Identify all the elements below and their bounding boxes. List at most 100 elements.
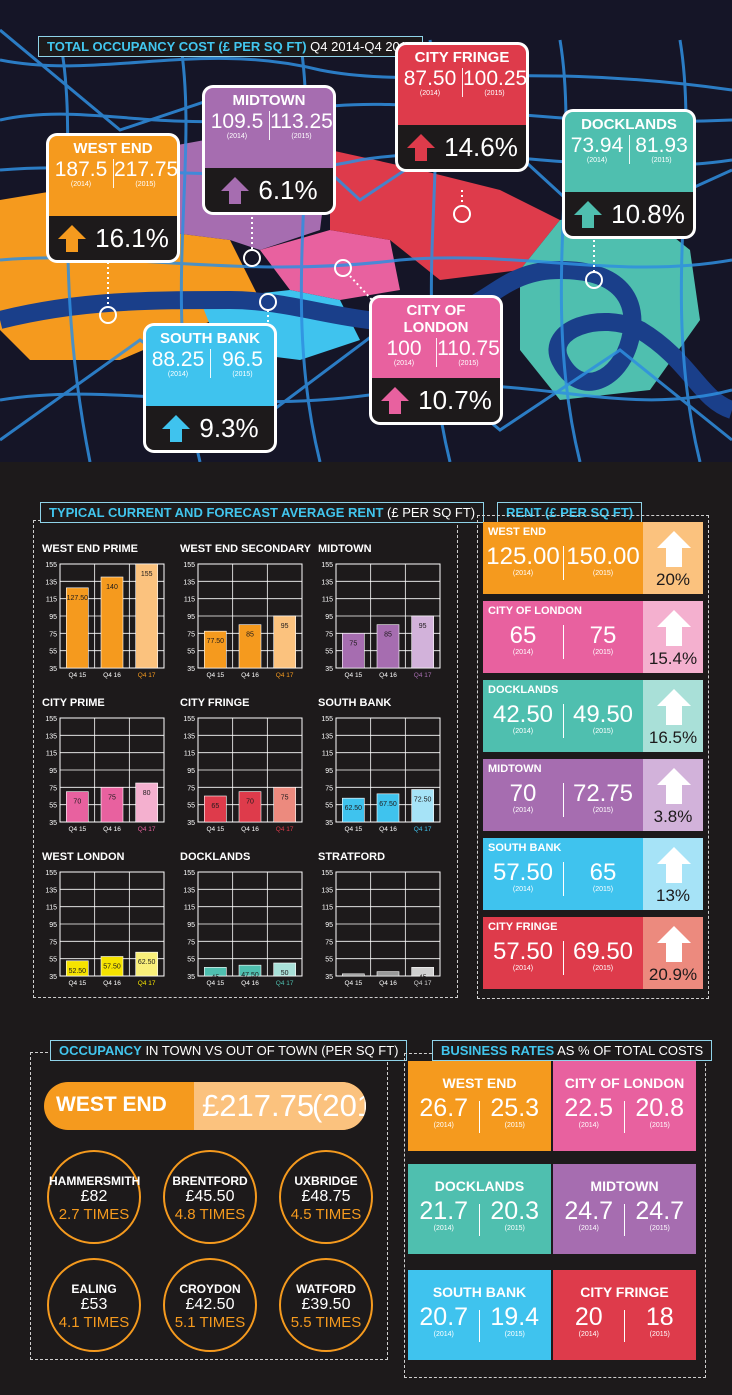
rent-row-west-end: WEST END 125.00 (2014) 150.00 (2015) 20% — [483, 522, 703, 594]
chart-title: WEST END SECONDARY — [180, 543, 312, 555]
rent-2015: 65 (2015) — [563, 860, 643, 894]
rent-year: (2015) — [592, 965, 614, 972]
x-tick-label: Q4 16 — [379, 672, 397, 679]
y-tick-label: 95 — [49, 922, 57, 929]
x-tick-label: Q4 15 — [344, 672, 362, 679]
business-rate-city-of-london: CITY OF LONDON 22.5 (2014) 20.8 (2015) — [553, 1061, 696, 1151]
occupancy-title: OCCUPANCY IN TOWN VS OUT OF TOWN (PER SQ… — [50, 1040, 408, 1061]
bar-q4-16 — [376, 624, 400, 669]
bar-data-label: 62.50 — [345, 805, 363, 812]
x-tick-label: Q4 16 — [103, 980, 121, 987]
map-card-south-bank: SOUTH BANK 88.25 (2014) 96.5 (2015) 9.3% — [146, 326, 274, 450]
bar-q4-17 — [411, 789, 434, 823]
value-2015: 217.75 (2015) — [113, 159, 177, 188]
value-2015: 81.93 (2015) — [629, 135, 693, 164]
bar-data-label: 72.50 — [414, 797, 432, 804]
card-header: DOCKLANDS 73.94 (2014) 81.93 (2015) — [565, 112, 693, 192]
y-tick-label: 55 — [49, 649, 57, 656]
value-year: (2015) — [291, 133, 312, 140]
change-percent: 6.1% — [258, 174, 318, 205]
banner-value: £217.75 — [202, 1088, 315, 1123]
bar-q4-16 — [238, 964, 262, 977]
up-arrow-icon — [162, 415, 191, 442]
rent-2015: 75 (2015) — [563, 623, 643, 657]
y-tick-label: 35 — [187, 820, 195, 827]
y-tick-label: 115 — [322, 597, 333, 604]
bar-chart-west-london: WEST LONDON 35 55 75 95 115 135 155 52.50 Q4 15 57… — [42, 851, 165, 987]
rent-2015: 49.50 (2015) — [563, 702, 643, 736]
location-value: £82 — [80, 1188, 108, 1205]
value-2014: 187.5 (2014) — [49, 159, 113, 189]
up-arrow-icon — [657, 531, 691, 567]
x-tick-label: Q4 15 — [206, 672, 224, 679]
bar-q4-16 — [100, 787, 124, 823]
y-tick-label: 35 — [49, 820, 57, 827]
value-year: (2014) — [70, 181, 92, 188]
bar-q4-16 — [100, 956, 124, 977]
x-tick-label: Q4 17 — [414, 672, 432, 679]
divider — [479, 1101, 480, 1133]
divider — [479, 1204, 480, 1236]
y-tick-label: 135 — [183, 579, 195, 586]
y-tick-label: 55 — [49, 957, 57, 964]
x-tick-label: Q4 16 — [379, 980, 397, 987]
y-tick-label: 75 — [325, 785, 333, 792]
y-tick-label: 55 — [187, 649, 195, 656]
rent-number: 57.50 — [492, 859, 554, 886]
bar-q4-15 — [342, 797, 365, 823]
card-name: MIDTOWN — [232, 92, 306, 109]
value-2014: 87.50 (2014) — [398, 67, 462, 98]
rate-year: (2015) — [504, 1225, 525, 1232]
rate-number: 20.8 — [635, 1094, 685, 1122]
value-2014: 109.5 (2014) — [205, 111, 269, 141]
value-number: 87.50 — [403, 67, 457, 90]
x-tick-label: Q4 16 — [103, 672, 121, 679]
location-name: WATFORD — [296, 1282, 356, 1296]
y-tick-label: 55 — [325, 957, 333, 964]
rent-row-docklands: DOCKLANDS 42.50 (2014) 49.50 (2015) 16.5% — [483, 680, 703, 752]
y-tick-label: 75 — [187, 785, 195, 792]
card-values: 109.5 (2014) 113.25 (2015) — [205, 111, 333, 140]
rate-name: CITY OF LONDON — [564, 1075, 685, 1091]
rate-number: 22.5 — [564, 1094, 614, 1122]
bar-data-label: 37.50 — [345, 981, 363, 988]
rent-year: (2014) — [512, 965, 534, 972]
rate-number: 20.7 — [419, 1303, 469, 1331]
rate-2014: 24.7 (2014) — [553, 1198, 625, 1233]
y-tick-label: 135 — [45, 579, 57, 586]
y-tick-label: 135 — [321, 887, 333, 894]
divider — [624, 1101, 625, 1133]
rent-2014: 42.50 (2014) — [483, 702, 563, 736]
x-tick-label: Q4 17 — [414, 826, 432, 833]
banner-name: WEST END — [56, 1093, 167, 1116]
rent-number: 69.50 — [572, 938, 634, 965]
location-name: UXBRIDGE — [294, 1174, 358, 1188]
y-tick-label: 35 — [187, 974, 195, 981]
bar-data-label: 62.50 — [138, 959, 156, 966]
x-tick-label: Q4 17 — [138, 672, 156, 679]
rate-2015: 19.4 (2015) — [479, 1304, 551, 1339]
bar-data-label: 50 — [281, 970, 289, 977]
rent-change-percent: 16.5% — [648, 728, 698, 747]
x-tick-label: Q4 16 — [379, 826, 397, 833]
location-brentford: BRENTFORD £45.50 4.8 TIMES — [163, 1150, 257, 1244]
y-tick-label: 155 — [45, 562, 57, 569]
value-number: 88.25 — [151, 348, 205, 371]
y-tick-label: 155 — [183, 870, 195, 877]
rent-year: (2015) — [592, 886, 614, 893]
card-change: 10.7% — [372, 378, 500, 422]
bar-data-label: 65 — [211, 803, 219, 810]
map-card-docklands: DOCKLANDS 73.94 (2014) 81.93 (2015) 10.8% — [565, 112, 693, 236]
y-tick-label: 115 — [322, 751, 333, 758]
business-rate-west-end: WEST END 26.7 (2014) 25.3 (2015) — [408, 1061, 551, 1151]
x-tick-label: Q4 17 — [276, 980, 294, 987]
bar-chart-city-fringe: CITY FRINGE 35 55 75 95 115 135 155 65 Q4 15 70 Q4 … — [180, 697, 303, 833]
bar-data-label: 95 — [419, 623, 427, 630]
y-tick-label: 155 — [45, 870, 57, 877]
rent-row-midtown: MIDTOWN 70 (2014) 72.75 (2015) 3.8% — [483, 759, 703, 831]
y-tick-label: 55 — [325, 649, 333, 656]
location-hammersmith: HAMMERSMITH £82 2.7 TIMES — [47, 1150, 141, 1244]
rent-charts: WEST END PRIME 35 55 75 95 115 135 155 127.50 Q4 … — [42, 543, 441, 988]
bar-data-label: 47.50 — [241, 972, 259, 979]
